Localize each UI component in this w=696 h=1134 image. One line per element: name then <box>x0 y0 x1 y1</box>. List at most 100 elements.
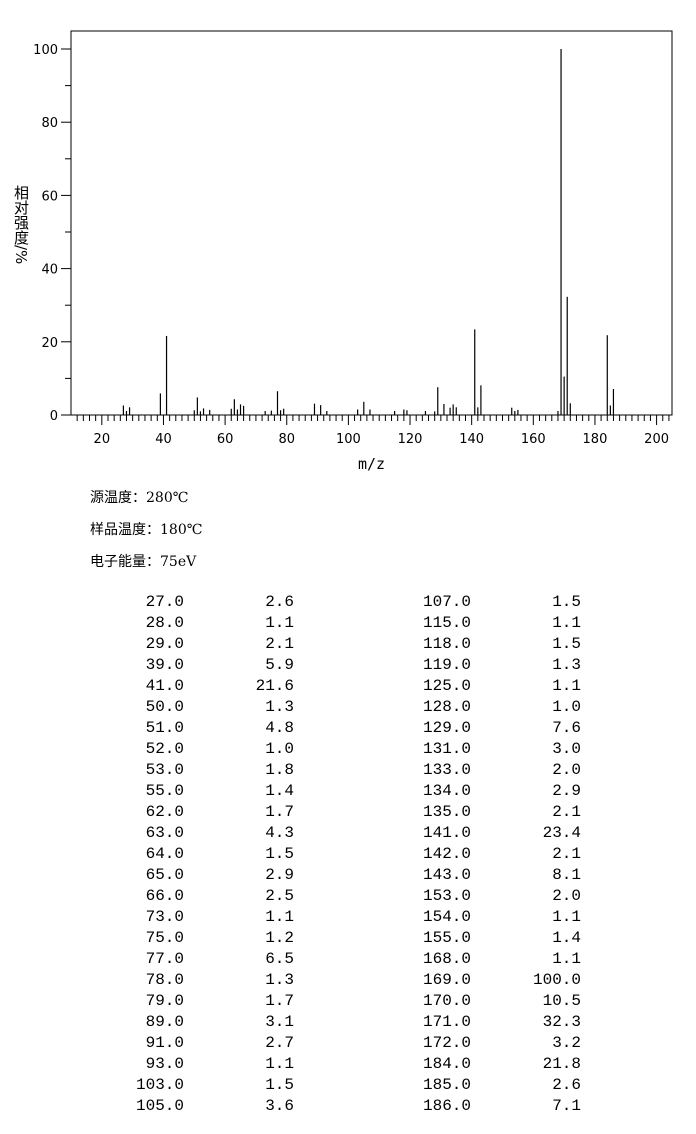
x-tick-label: 40 <box>155 432 172 447</box>
intensity-cell: 2.0 <box>552 887 581 905</box>
x-tick-label: 200 <box>644 432 669 447</box>
intensity-cell: 2.9 <box>265 866 294 884</box>
intensity-cell: 2.5 <box>265 887 294 905</box>
intensity-cell: 21.8 <box>542 1055 581 1073</box>
intensity-cell: 6.5 <box>265 950 294 968</box>
mz-cell: 79.0 <box>145 992 184 1010</box>
mz-cell: 105.0 <box>135 1097 184 1115</box>
mz-cell: 170.0 <box>422 992 471 1010</box>
mz-cell: 53.0 <box>145 761 184 779</box>
mz-cell: 52.0 <box>145 740 184 758</box>
intensity-cell: 4.3 <box>265 824 294 842</box>
mz-cell: 142.0 <box>422 845 471 863</box>
mz-cell: 184.0 <box>422 1055 471 1073</box>
mz-cell: 155.0 <box>422 929 471 947</box>
intensity-cell: 1.4 <box>552 929 581 947</box>
y-tick-label: 60 <box>41 189 58 204</box>
intensity-cell: 1.0 <box>265 740 294 758</box>
intensity-cell: 5.9 <box>265 656 294 674</box>
mz-cell: 154.0 <box>422 908 471 926</box>
x-axis-label: m/z <box>358 455 385 473</box>
mz-cell: 134.0 <box>422 782 471 800</box>
mz-cell: 89.0 <box>145 1013 184 1031</box>
intensity-cell: 1.2 <box>265 929 294 947</box>
mass-spectrum-chart: 20 40 60 80 100 120 140 160 180 200 0 20 40 60 80 100 m/… <box>12 30 673 473</box>
plot-frame <box>70 30 673 416</box>
mz-cell: 93.0 <box>145 1055 184 1073</box>
intensity-cell: 1.1 <box>265 908 294 926</box>
mz-cell: 133.0 <box>422 761 471 779</box>
x-tick-label: 20 <box>94 432 111 447</box>
intensity-cell: 1.4 <box>265 782 294 800</box>
mz-cell: 172.0 <box>422 1034 471 1052</box>
intensity-cell: 3.6 <box>265 1097 294 1115</box>
mz-cell: 51.0 <box>145 719 184 737</box>
intensity-cell: 1.3 <box>265 971 294 989</box>
mz-cell: 27.0 <box>145 593 184 611</box>
sample-temperature: 样品温度：180℃ <box>90 522 203 538</box>
mz-cell: 125.0 <box>422 677 471 695</box>
intensity-cell: 1.5 <box>552 593 581 611</box>
mz-cell: 153.0 <box>422 887 471 905</box>
x-tick-label: 80 <box>278 432 295 447</box>
intensity-cell: 2.1 <box>552 803 581 821</box>
intensity-cell: 2.9 <box>552 782 581 800</box>
intensity-cell: 1.7 <box>265 992 294 1010</box>
intensity-cell: 7.1 <box>552 1097 581 1115</box>
mz-cell: 103.0 <box>135 1076 184 1094</box>
mz-cell: 115.0 <box>422 614 471 632</box>
mz-cell: 119.0 <box>422 656 471 674</box>
mz-cell: 129.0 <box>422 719 471 737</box>
mz-cell: 75.0 <box>145 929 184 947</box>
x-tick-label: 100 <box>336 432 361 447</box>
intensity-cell: 100.0 <box>532 971 581 989</box>
intensity-cell: 3.1 <box>265 1013 294 1031</box>
mz-cell: 135.0 <box>422 803 471 821</box>
intensity-cell: 1.0 <box>552 698 581 716</box>
mz-cell: 55.0 <box>145 782 184 800</box>
intensity-cell: 21.6 <box>255 677 294 695</box>
x-tick-label: 120 <box>398 432 423 447</box>
intensity-cell: 2.0 <box>552 761 581 779</box>
mz-cell: 50.0 <box>145 698 184 716</box>
x-tick-label: 140 <box>459 432 484 447</box>
mz-cell: 77.0 <box>145 950 184 968</box>
intensity-cell: 1.1 <box>552 677 581 695</box>
intensity-cell: 7.6 <box>552 719 581 737</box>
mz-cell: 168.0 <box>422 950 471 968</box>
y-tick-label: 80 <box>41 116 58 131</box>
mz-cell: 66.0 <box>145 887 184 905</box>
intensity-cell: 1.1 <box>552 614 581 632</box>
y-tick-label: 20 <box>41 336 58 351</box>
intensity-cell: 3.2 <box>552 1034 581 1052</box>
intensity-cell: 1.8 <box>265 761 294 779</box>
intensity-cell: 10.5 <box>542 992 581 1010</box>
intensity-cell: 8.1 <box>552 866 581 884</box>
mz-cell: 143.0 <box>422 866 471 884</box>
intensity-cell: 2.6 <box>265 593 294 611</box>
intensity-cell: 1.1 <box>552 908 581 926</box>
intensity-cell: 2.1 <box>552 845 581 863</box>
y-tick-label: 0 <box>50 409 58 424</box>
intensity-cell: 1.1 <box>552 950 581 968</box>
mz-cell: 171.0 <box>422 1013 471 1031</box>
intensity-cell: 2.6 <box>552 1076 581 1094</box>
mz-cell: 185.0 <box>422 1076 471 1094</box>
mz-cell: 78.0 <box>145 971 184 989</box>
intensity-cell: 1.5 <box>265 845 294 863</box>
intensity-cell: 2.7 <box>265 1034 294 1052</box>
mz-cell: 91.0 <box>145 1034 184 1052</box>
mz-cell: 28.0 <box>145 614 184 632</box>
mz-cell: 118.0 <box>422 635 471 653</box>
intensity-cell: 1.3 <box>265 698 294 716</box>
intensity-cell: 3.0 <box>552 740 581 758</box>
intensity-cell: 32.3 <box>542 1013 581 1031</box>
intensity-cell: 1.7 <box>265 803 294 821</box>
intensity-cell: 1.1 <box>265 614 294 632</box>
x-tick-label: 60 <box>217 432 234 447</box>
x-tick-label: 180 <box>583 432 608 447</box>
y-tick-label: 100 <box>33 43 58 58</box>
mz-cell: 141.0 <box>422 824 471 842</box>
mz-cell: 29.0 <box>145 635 184 653</box>
x-tick-label: 160 <box>521 432 546 447</box>
